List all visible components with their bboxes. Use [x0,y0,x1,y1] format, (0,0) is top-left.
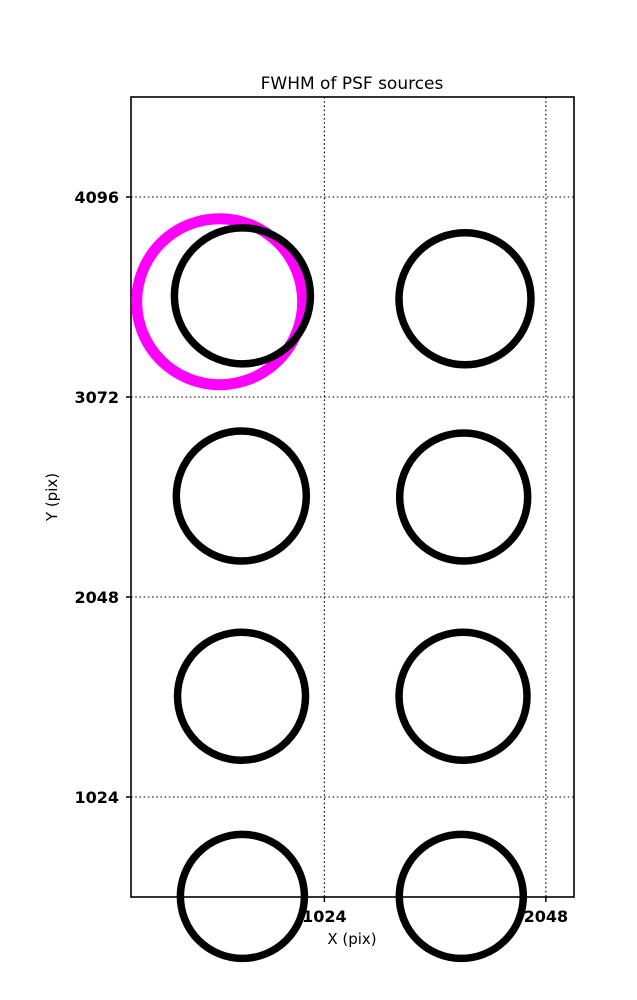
y-axis-label: Y (pix) [43,473,61,522]
psf-source-circle [173,628,310,764]
x-tick-label: 1024 [302,907,347,926]
psf-source-circle [176,830,309,963]
psf-source-markers [131,213,535,963]
psf-source-circle [395,830,528,963]
plot-frame [130,96,575,898]
psf-source-circle [172,427,311,565]
grid-lines [131,97,574,897]
psf-source-circle [395,429,532,565]
y-tick-label: 3072 [74,388,119,407]
psf-source-circle [395,229,535,369]
psf-source-circle [395,628,531,764]
x-axis-label: X (pix) [327,930,376,948]
tick-marks [126,196,547,902]
chart-title: FWHM of PSF sources [261,74,444,94]
x-tick-label: 2048 [524,907,569,926]
reference-fwhm-circle [131,213,309,391]
y-tick-label: 2048 [74,588,119,607]
y-tick-label: 1024 [74,788,119,807]
tick-labels: 1024 2048 1024 2048 3072 4096 [74,188,568,926]
psf-source-circle [170,224,315,368]
y-tick-label: 4096 [74,188,119,207]
